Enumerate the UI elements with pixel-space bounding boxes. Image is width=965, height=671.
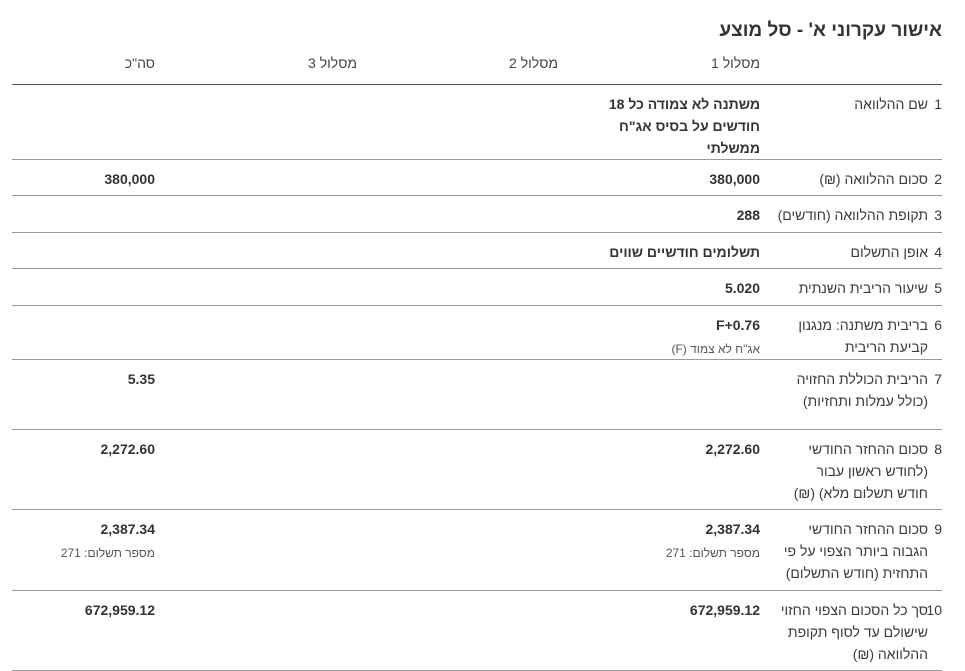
cell: 2,272.60	[0, 438, 156, 460]
label-line: קביעת הריבית	[844, 339, 928, 355]
cell-value: 5.020	[724, 280, 760, 296]
cell-value: 672,959.12	[84, 602, 155, 618]
cell: 5.35	[0, 368, 155, 390]
row-number: 7	[934, 371, 942, 387]
cell-value: 2,272.60	[705, 441, 761, 457]
column-header: מסלול 2	[509, 55, 558, 71]
label-line: שישולם עד לסוף תקופת	[787, 624, 928, 640]
cell: 2,272.60	[570, 438, 761, 460]
column-header: מסלול 3	[308, 55, 357, 71]
label-line: שיעור הריבית השנתית	[798, 280, 928, 296]
label-line: (כולל עמלות ותחזיות)	[802, 393, 928, 409]
label-line: הגבוה ביותר הצפוי על פי	[783, 543, 928, 559]
label-line: שם ההלוואה	[854, 96, 928, 112]
row-number: 9	[934, 521, 942, 537]
label-line: סכום ההחזר החודשי	[808, 521, 928, 537]
page-title: אישור עקרוני א' - סל מוצע	[719, 20, 942, 41]
value-line: חודשים על בסיס אג"ח	[619, 118, 760, 134]
table-row: 3 תקופת ההלוואה (חודשים) 288	[12, 196, 942, 233]
table-row: 8 סכום ההחזר החודשי (לחודש ראשון עבור חודש …	[12, 430, 942, 510]
row-label: שם ההלוואה	[854, 93, 928, 115]
header-divider	[12, 84, 942, 85]
cell: 2,387.34 מספר תשלום: 271	[570, 518, 760, 563]
column-header: סה"כ	[124, 55, 155, 71]
cell: 5.020	[570, 277, 760, 299]
cell: 380,000	[570, 168, 760, 190]
label-line: סך כל הסכום הצפוי החזוי	[780, 602, 928, 618]
label-line: התחזית (חודש התשלום)	[785, 565, 928, 581]
cell-value: 672,959.12	[689, 602, 760, 618]
table-row: 6 בריבית משתנה: מנגנון קביעת הריבית F+0.76 א…	[12, 306, 942, 360]
cell-value: 380,000	[709, 171, 760, 187]
cell-value: תשלומים חודשיים שווים	[609, 244, 760, 260]
row-label: אופן התשלום	[850, 241, 928, 263]
row-number: 1	[934, 96, 942, 112]
value-line: משתנה לא צמודה כל 18	[608, 96, 760, 112]
label-line: בריבית משתנה: מנגנון	[798, 317, 928, 333]
cell: 380,000	[0, 168, 155, 190]
label-line: ההלוואה (₪)	[852, 646, 928, 662]
table-row: 4 אופן התשלום תשלומים חודשיים שווים	[12, 233, 942, 269]
cell-value: משתנה לא צמודה כל 18 חודשים על בסיס אג"ח מ…	[570, 93, 760, 159]
cell-value: 2,387.34	[705, 521, 761, 537]
row-label: תקופת ההלוואה (חודשים)	[778, 204, 928, 226]
label-line: חודש תשלום מלא) (₪)	[793, 485, 928, 501]
label-line: סכום ההחזר החודשי	[808, 441, 928, 457]
row-number: 10	[926, 602, 942, 618]
label-line: (לחודש ראשון עבור	[816, 463, 928, 479]
cell: משתנה לא צמודה כל 18 חודשים על בסיס אג"ח מ…	[570, 93, 760, 159]
column-header: מסלול 1	[711, 55, 760, 71]
cell: 288	[570, 204, 760, 226]
row-number: 3	[934, 207, 942, 223]
row-label: הריבית הכוללת החזויה (כולל עמלות ותחזיות)	[797, 368, 928, 412]
cell-value: 288	[736, 207, 760, 223]
label-line: סכום ההלוואה (₪)	[819, 171, 928, 187]
label-line: תקופת ההלוואה (חודשים)	[777, 207, 928, 223]
label-line: הריבית הכוללת החזויה	[796, 371, 928, 387]
row-number: 4	[934, 244, 942, 260]
cell-note: מספר תשלום: 271	[665, 546, 760, 560]
cell: תשלומים חודשיים שווים	[570, 241, 760, 263]
row-label: סכום ההלוואה (₪)	[819, 168, 928, 190]
row-number: 5	[934, 280, 942, 296]
table-row: 5 שיעור הריבית השנתית 5.020	[12, 269, 942, 306]
cell-value: 2,272.60	[100, 441, 156, 457]
row-number: 2	[934, 171, 942, 187]
row-number: 8	[934, 441, 942, 457]
row-number: 6	[934, 317, 942, 333]
value-line: ממשלתי	[706, 140, 760, 156]
row-label: סכום ההחזר החודשי (לחודש ראשון עבור חודש ת…	[794, 438, 928, 504]
row-label: בריבית משתנה: מנגנון קביעת הריבית	[798, 314, 928, 358]
cell-note: אג"ח לא צמוד (F)	[671, 342, 760, 356]
cell: F+0.76 אג"ח לא צמוד (F)	[570, 314, 760, 359]
cell-value: 380,000	[104, 171, 155, 187]
table-row: 7 הריבית הכוללת החזויה (כולל עמלות ותחזיות…	[12, 360, 942, 430]
table-row: 10 סך כל הסכום הצפוי החזוי שישולם עד לסוף …	[12, 591, 942, 671]
cell-value: 2,387.34	[100, 521, 156, 537]
cell-value: F+0.76	[716, 317, 760, 333]
cell: 672,959.12	[570, 599, 760, 621]
label-line: אופן התשלום	[850, 244, 928, 260]
row-label: סך כל הסכום הצפוי החזוי שישולם עד לסוף תק…	[781, 599, 928, 665]
table-row: 9 סכום ההחזר החודשי הגבוה ביותר הצפוי על פ…	[12, 510, 942, 591]
cell: 2,387.34 מספר תשלום: 271	[0, 518, 155, 563]
table-row: 2 סכום ההלוואה (₪) 380,000 380,000	[12, 160, 942, 196]
table-row: 1 שם ההלוואה משתנה לא צמודה כל 18 חודשים על…	[12, 85, 942, 160]
row-label: שיעור הריבית השנתית	[799, 277, 928, 299]
cell-note: מספר תשלום: 271	[60, 546, 155, 560]
row-label: סכום ההחזר החודשי הגבוה ביותר הצפוי על פי…	[784, 518, 928, 584]
cell: 672,959.12	[0, 599, 155, 621]
cell-value: 5.35	[127, 371, 155, 387]
